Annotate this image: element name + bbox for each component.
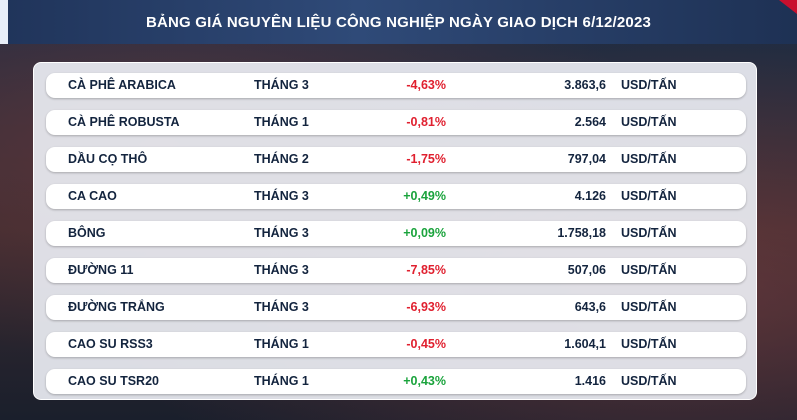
price-unit: USD/TẤN	[621, 152, 677, 166]
change-percent: +0,49%	[403, 189, 446, 203]
table-row: CÀ PHÊ ARABICA THÁNG 3 -4,63% 3.863,6 US…	[46, 73, 746, 98]
price-unit: USD/TẤN	[621, 115, 677, 129]
table-row: CÀ PHÊ ROBUSTA THÁNG 1 -0,81% 2.564 USD/…	[46, 110, 746, 135]
table-row: BÔNG THÁNG 3 +0,09% 1.758,18 USD/TẤN	[46, 221, 746, 246]
change-percent: +0,09%	[403, 226, 446, 240]
commodity-name: CÀ PHÊ ARABICA	[68, 78, 176, 92]
price-unit: USD/TẤN	[621, 374, 677, 388]
contract-month: THÁNG 3	[254, 189, 309, 203]
table-row: ĐƯỜNG TRẮNG THÁNG 3 -6,93% 643,6 USD/TẤN	[46, 295, 746, 320]
price-unit: USD/TẤN	[621, 189, 677, 203]
commodity-name: CAO SU RSS3	[68, 337, 153, 351]
title-bar: BẢNG GIÁ NGUYÊN LIỆU CÔNG NGHIỆP NGÀY GI…	[0, 0, 797, 44]
corner-accent	[779, 0, 797, 14]
contract-month: THÁNG 2	[254, 152, 309, 166]
contract-month: THÁNG 1	[254, 374, 309, 388]
price-value: 3.863,6	[564, 78, 606, 92]
change-percent: +0,43%	[403, 374, 446, 388]
commodity-name: BÔNG	[68, 226, 106, 240]
price-value: 797,04	[567, 152, 606, 166]
contract-month: THÁNG 3	[254, 226, 309, 240]
contract-month: THÁNG 3	[254, 263, 309, 277]
change-percent: -4,63%	[406, 78, 446, 92]
price-unit: USD/TẤN	[621, 78, 677, 92]
change-percent: -0,81%	[406, 115, 446, 129]
price-unit: USD/TẤN	[621, 263, 677, 277]
commodity-name: ĐƯỜNG 11	[68, 263, 134, 277]
price-value: 1.604,1	[564, 337, 606, 351]
commodity-name: CA CAO	[68, 189, 117, 203]
price-value: 2.564	[574, 115, 606, 129]
table-row: CAO SU RSS3 THÁNG 1 -0,45% 1.604,1 USD/T…	[46, 332, 746, 357]
price-unit: USD/TẤN	[621, 300, 677, 314]
contract-month: THÁNG 1	[254, 337, 309, 351]
commodity-name: ĐƯỜNG TRẮNG	[68, 300, 165, 314]
price-unit: USD/TẤN	[621, 337, 677, 351]
contract-month: THÁNG 1	[254, 115, 309, 129]
table-row: ĐƯỜNG 11 THÁNG 3 -7,85% 507,06 USD/TẤN	[46, 258, 746, 283]
price-value: 643,6	[574, 300, 606, 314]
commodity-name: DẦU CỌ THÔ	[68, 152, 148, 166]
commodity-name: CÀ PHÊ ROBUSTA	[68, 115, 180, 129]
price-value: 4.126	[574, 189, 606, 203]
change-percent: -7,85%	[406, 263, 446, 277]
price-value: 1.416	[574, 374, 606, 388]
table-row: CAO SU TSR20 THÁNG 1 +0,43% 1.416 USD/TẤ…	[46, 369, 746, 394]
contract-month: THÁNG 3	[254, 78, 309, 92]
price-value: 1.758,18	[557, 226, 606, 240]
page-title: BẢNG GIÁ NGUYÊN LIỆU CÔNG NGHIỆP NGÀY GI…	[145, 13, 652, 31]
change-percent: -6,93%	[406, 300, 446, 314]
price-value: 507,06	[567, 263, 606, 277]
price-unit: USD/TẤN	[621, 226, 677, 240]
commodity-name: CAO SU TSR20	[68, 374, 159, 388]
price-table: CÀ PHÊ ARABICA THÁNG 3 -4,63% 3.863,6 US…	[33, 62, 757, 400]
table-row: CA CAO THÁNG 3 +0,49% 4.126 USD/TẤN	[46, 184, 746, 209]
change-percent: -1,75%	[406, 152, 446, 166]
table-row: DẦU CỌ THÔ THÁNG 2 -1,75% 797,04 USD/TẤN	[46, 147, 746, 172]
left-accent-bar	[0, 0, 8, 44]
contract-month: THÁNG 3	[254, 300, 309, 314]
change-percent: -0,45%	[406, 337, 446, 351]
